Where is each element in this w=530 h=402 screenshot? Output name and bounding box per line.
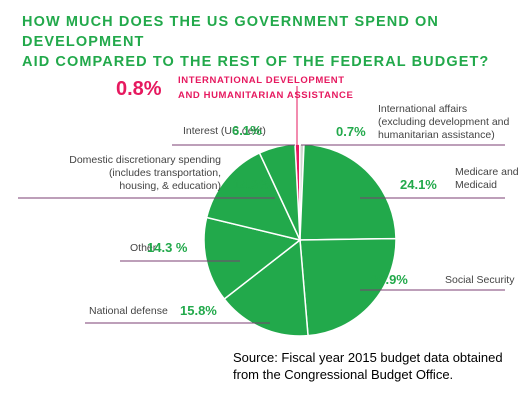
value-label: 14.3 % (147, 240, 188, 255)
value-label: 23.9% (371, 272, 408, 287)
slice-label: International affairs (excluding develop… (378, 103, 510, 141)
slice-label: National defense (89, 305, 168, 317)
slice-label: Other (130, 242, 157, 254)
slice-label: Interest (US debt) (183, 125, 266, 137)
value-label: 6.1% (232, 123, 262, 138)
value-label: 0.8% (116, 78, 162, 100)
slice-label: Social Security (445, 274, 515, 286)
value-label: 0.7% (336, 124, 366, 139)
value-label: 15.8% (180, 303, 217, 318)
pie-slice (223, 238, 309, 337)
pie-slice (299, 143, 397, 241)
pie-slice (299, 237, 397, 337)
pie-slice (258, 143, 301, 241)
pie-slice (205, 151, 302, 242)
pie-slice (203, 216, 302, 301)
slice-label: Medicare and Medicaid (455, 166, 519, 191)
slice-label: INTERNATIONAL DEVELOPMENT AND HUMANITARI… (178, 75, 354, 101)
chart-title: HOW MUCH DOES THE US GOVERNMENT SPEND ON… (22, 14, 490, 70)
value-label: 24.1% (400, 177, 437, 192)
slice-label: Domestic discretionary spending (include… (69, 154, 221, 192)
source-note: Source: Fiscal year 2015 budget data obt… (233, 350, 503, 382)
value-label: 14.3% (233, 177, 270, 192)
